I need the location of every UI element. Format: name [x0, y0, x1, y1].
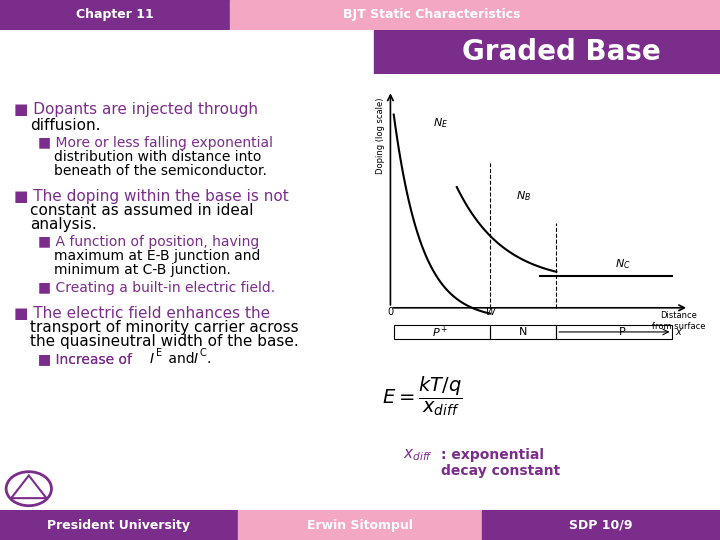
Bar — [490, 325, 557, 339]
Text: $N_E$: $N_E$ — [433, 117, 448, 131]
Text: ■ Creating a built-in electric field.: ■ Creating a built-in electric field. — [38, 281, 275, 295]
Text: ■ Increase of: ■ Increase of — [38, 352, 132, 366]
Text: $N_C$: $N_C$ — [615, 256, 631, 271]
Bar — [482, 510, 720, 540]
Text: $P^+$: $P^+$ — [432, 325, 449, 340]
Bar — [0, 0, 230, 30]
Text: constant as assumed in ideal: constant as assumed in ideal — [30, 203, 253, 218]
Text: P: P — [619, 327, 626, 337]
Text: I: I — [150, 352, 154, 366]
Text: ■ A function of position, having: ■ A function of position, having — [38, 235, 259, 249]
Text: Graded Base: Graded Base — [462, 38, 661, 66]
Bar — [238, 510, 482, 540]
Text: maximum at E-B junction and: maximum at E-B junction and — [54, 249, 261, 263]
Text: Chapter 11: Chapter 11 — [76, 8, 154, 22]
Text: E: E — [156, 348, 162, 358]
Text: transport of minority carrier across: transport of minority carrier across — [30, 320, 299, 335]
Text: ■ More or less falling exponential: ■ More or less falling exponential — [38, 136, 273, 150]
Text: Doping (log scale): Doping (log scale) — [376, 98, 385, 174]
Text: analysis.: analysis. — [30, 217, 96, 232]
Bar — [374, 30, 720, 74]
Text: ■ The doping within the base is not: ■ The doping within the base is not — [14, 189, 289, 204]
Text: the quasineutral width of the base.: the quasineutral width of the base. — [30, 334, 299, 349]
Text: Distance
from surface: Distance from surface — [652, 312, 706, 331]
Text: Erwin Sitompul: Erwin Sitompul — [307, 518, 413, 532]
Text: : exponential
decay constant: : exponential decay constant — [441, 448, 560, 478]
Text: beneath of the semiconductor.: beneath of the semiconductor. — [54, 164, 267, 178]
Bar — [557, 325, 672, 339]
Text: distribution with distance into: distribution with distance into — [54, 150, 261, 164]
Text: C: C — [200, 348, 207, 358]
Text: BJT Static Characteristics: BJT Static Characteristics — [343, 8, 521, 22]
Text: and: and — [164, 352, 199, 366]
Text: 0: 0 — [387, 307, 394, 317]
Text: .: . — [207, 352, 212, 366]
Text: diffusion.: diffusion. — [30, 118, 101, 133]
Text: W: W — [485, 307, 495, 317]
Bar — [394, 325, 490, 339]
Bar — [230, 0, 720, 30]
Text: $E = \dfrac{kT/q}{x_{diff}}$: $E = \dfrac{kT/q}{x_{diff}}$ — [382, 374, 462, 418]
Text: ■ The electric field enhances the: ■ The electric field enhances the — [14, 306, 270, 321]
Text: minimum at C-B junction.: minimum at C-B junction. — [54, 263, 231, 277]
Text: I: I — [194, 352, 198, 366]
Text: $x_{diff}$: $x_{diff}$ — [403, 448, 433, 463]
Text: ■ Increase of: ■ Increase of — [38, 352, 136, 366]
Text: x: x — [676, 327, 682, 337]
Text: President University: President University — [48, 518, 190, 532]
Bar — [0, 510, 238, 540]
Text: $N_B$: $N_B$ — [516, 189, 531, 203]
Text: ■ Dopants are injected through: ■ Dopants are injected through — [14, 102, 258, 117]
Bar — [0, 30, 374, 74]
Text: N: N — [519, 327, 527, 337]
Text: SDP 10/9: SDP 10/9 — [570, 518, 633, 532]
